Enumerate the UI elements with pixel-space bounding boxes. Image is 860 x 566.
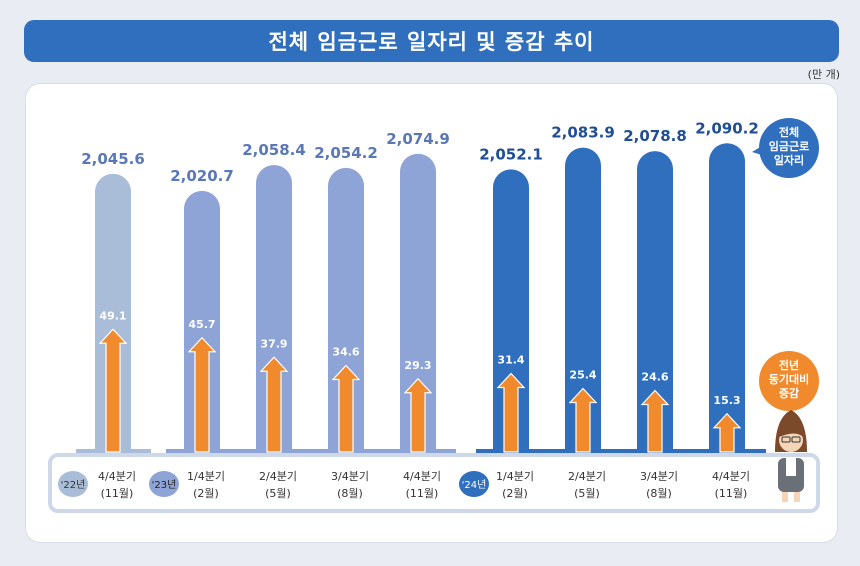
tick-label-month: (5월): [265, 487, 291, 500]
legend-total-label: 전체: [779, 125, 799, 139]
change-label: 25.4: [569, 369, 596, 382]
tick-label-quarter: 4/4분기: [712, 470, 750, 483]
presenter-leg-left: [782, 492, 788, 502]
change-arrow: [403, 377, 433, 453]
tick-label-month: (11월): [101, 487, 134, 500]
change-arrow: [568, 387, 598, 453]
legend-change-label: 증감: [779, 386, 799, 400]
tick-label-month: (8월): [646, 487, 672, 500]
tick-label-month: (11월): [715, 487, 748, 500]
legend-total-label: 임금근로: [769, 140, 809, 153]
change-label: 29.3: [404, 359, 431, 372]
tick-label-month: (8월): [337, 487, 363, 500]
tick-label-month: (2월): [193, 487, 219, 500]
legend-total-label: 일자리: [774, 153, 804, 167]
tick-label-quarter: 1/4분기: [496, 470, 534, 483]
change-label: 34.6: [332, 346, 359, 359]
presenter-leg-right: [794, 492, 800, 502]
bar-total: [328, 167, 364, 455]
x-axis-strip: [48, 453, 820, 513]
presenter-hair: [779, 423, 803, 437]
tick-label-quarter: 3/4분기: [331, 470, 369, 483]
year-badge-label: '22년: [61, 479, 86, 491]
bar-total-label: 2,052.1: [479, 145, 543, 163]
legend-total-pointer: [752, 146, 762, 155]
tick-label-quarter: 1/4분기: [187, 470, 225, 483]
tick-label-month: (5월): [574, 487, 600, 500]
tick-label-quarter: 4/4분기: [98, 470, 136, 483]
bar-total-label: 2,054.2: [314, 144, 378, 162]
bar-total-label: 2,090.2: [695, 119, 759, 137]
change-arrow: [496, 372, 526, 453]
baseline-2024: [476, 449, 766, 454]
bar-total-label: 2,074.9: [386, 130, 450, 148]
tick-label-quarter: 2/4분기: [568, 470, 606, 483]
legend-change-bubble: [759, 351, 819, 411]
bar-total-label: 2,083.9: [551, 124, 615, 142]
change-label: 49.1: [99, 309, 126, 322]
bar-total: [637, 151, 673, 454]
bar-total: [565, 147, 601, 455]
year-badge: [459, 471, 489, 497]
tick-label-quarter: 3/4분기: [640, 470, 678, 483]
presenter-glasses-left: [781, 436, 791, 443]
legend-total-bubble: [759, 118, 819, 178]
change-arrow: [259, 356, 289, 453]
bar-total: [184, 190, 220, 454]
bar-total: [256, 165, 292, 454]
change-label: 15.3: [713, 394, 740, 407]
presenter-glasses-right: [791, 436, 801, 443]
bar-total: [400, 153, 436, 454]
change-label: 31.4: [497, 354, 524, 367]
change-arrow: [331, 364, 361, 453]
year-badge-label: '24년: [462, 479, 487, 491]
bar-total-label: 2,020.7: [170, 167, 234, 185]
presenter-shirt: [786, 458, 796, 476]
bar-total-label: 2,058.4: [242, 141, 306, 159]
tick-label-quarter: 4/4분기: [403, 470, 441, 483]
year-badge: [58, 471, 88, 497]
bar-total: [95, 173, 131, 455]
change-arrow: [712, 412, 742, 453]
tick-label-quarter: 2/4분기: [259, 470, 297, 483]
year-badge: [149, 471, 179, 497]
tick-label-month: (11월): [406, 487, 439, 500]
tick-label-month: (2월): [502, 487, 528, 500]
change-label: 45.7: [188, 318, 215, 331]
bar-total-label: 2,078.8: [623, 127, 687, 145]
bar-total: [709, 143, 745, 454]
chart-title: 전체 임금근로 일자리 및 증감 추이: [24, 20, 839, 62]
change-label: 37.9: [260, 337, 287, 350]
bar-total-label: 2,045.6: [81, 150, 145, 168]
change-arrow: [640, 389, 670, 453]
baseline-2023: [166, 449, 456, 454]
legend-change-label: 전년: [779, 358, 799, 372]
change-arrow: [98, 328, 128, 453]
year-badge-label: '23년: [152, 479, 177, 491]
change-label: 24.6: [641, 371, 668, 384]
change-arrow: [187, 336, 217, 453]
legend-change-label: 동기대비: [769, 372, 809, 386]
unit-label: (만 개): [807, 68, 840, 81]
